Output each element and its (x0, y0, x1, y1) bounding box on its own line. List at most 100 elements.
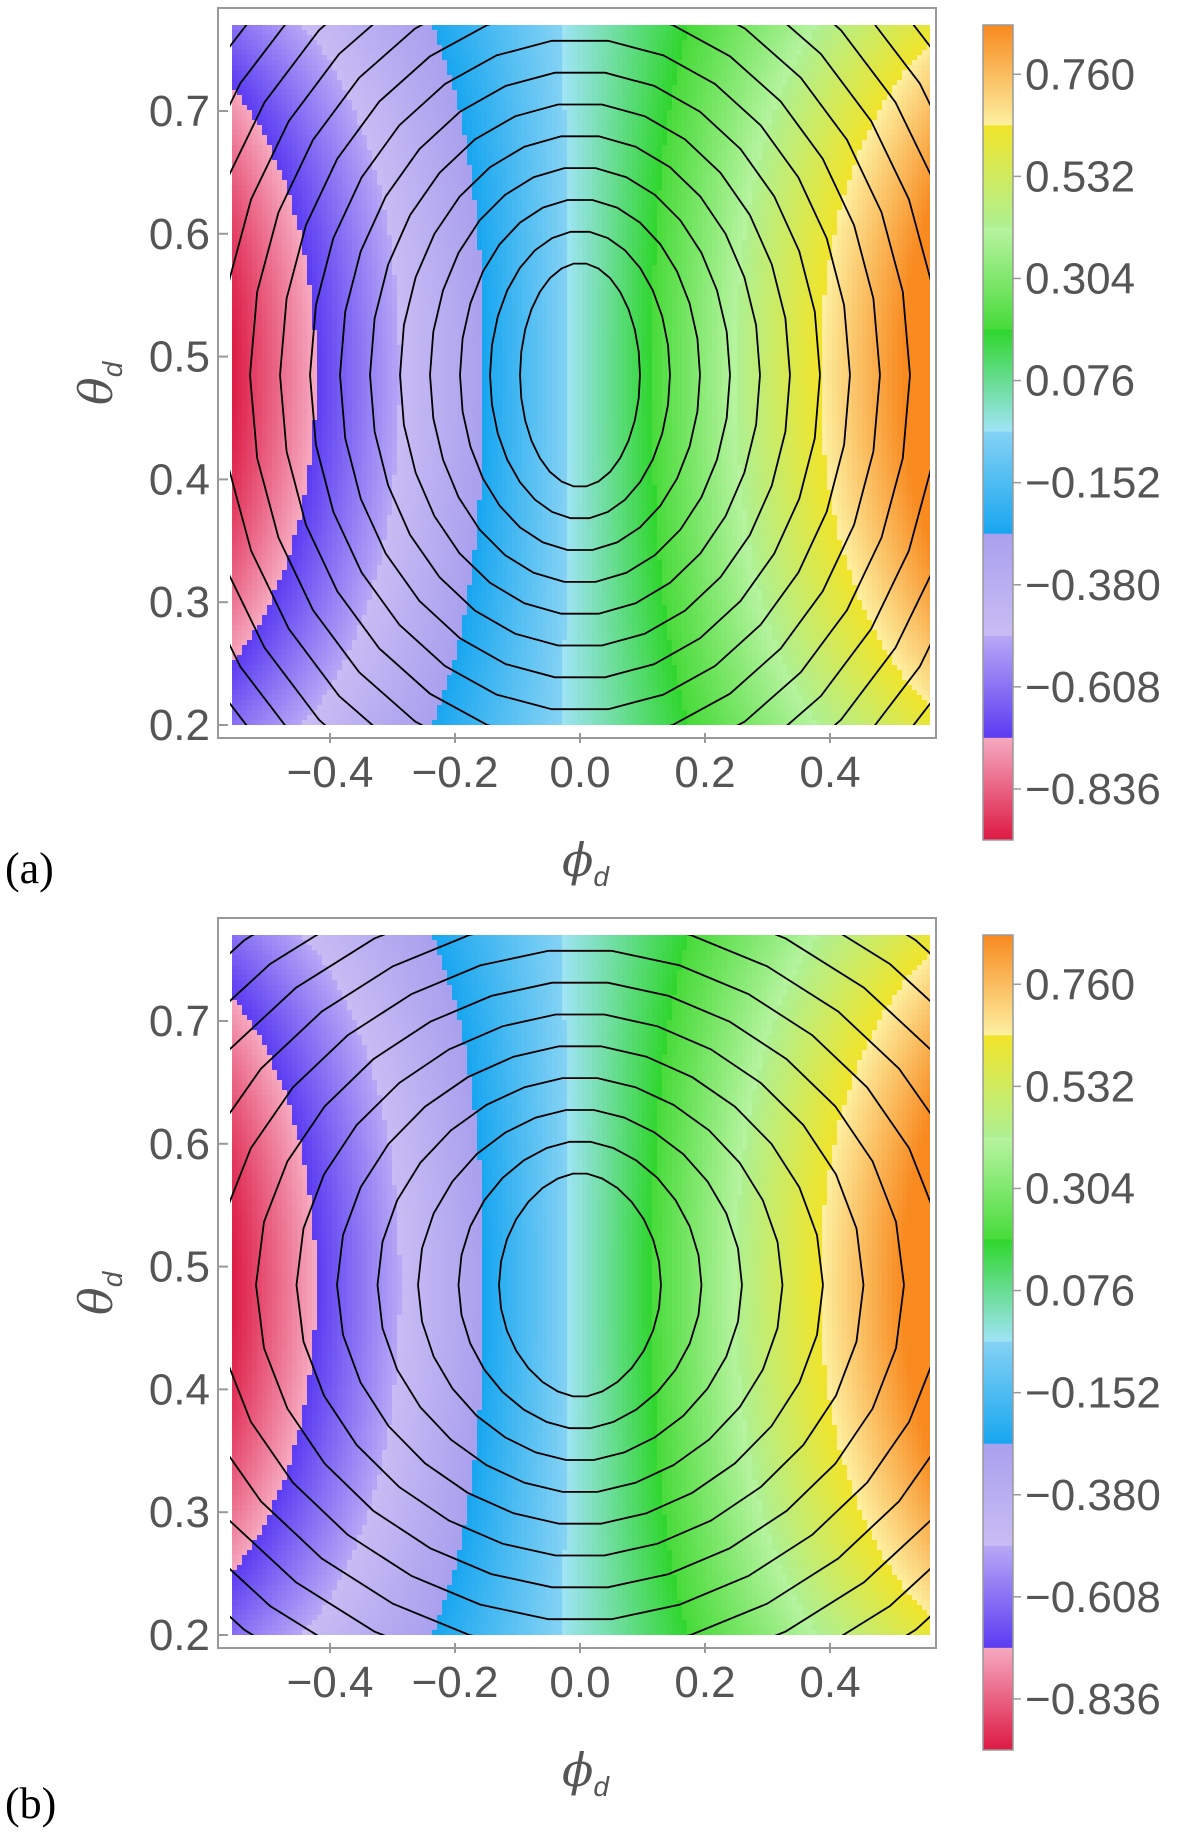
heatmap-cell (292, 600, 298, 606)
heatmap-cell (342, 35, 348, 41)
heatmap-cell (322, 110, 328, 116)
heatmap-cell (327, 425, 333, 431)
heatmap-cell (337, 215, 343, 221)
heatmap-cell (282, 150, 288, 156)
heatmap-cell (357, 625, 363, 631)
heatmap-cell (337, 295, 343, 301)
heatmap-cell (347, 280, 353, 286)
heatmap-cell (257, 515, 263, 521)
heatmap-cell (247, 240, 253, 246)
heatmap-cell (327, 310, 333, 316)
heatmap-cell (402, 385, 408, 391)
heatmap-cell (267, 250, 273, 256)
heatmap-cell (247, 505, 253, 511)
heatmap-cell (292, 705, 298, 711)
heatmap-cell (252, 515, 258, 521)
heatmap-cell (247, 555, 253, 561)
heatmap-cell (272, 565, 278, 571)
heatmap-cell (332, 655, 338, 661)
heatmap-cell (387, 390, 393, 396)
heatmap-cell (282, 515, 288, 521)
heatmap-cell (277, 625, 283, 631)
heatmap-cell (387, 155, 393, 161)
heatmap-cell (232, 280, 238, 286)
heatmap-cell (392, 485, 398, 491)
heatmap-cell (392, 695, 398, 701)
heatmap-cell (297, 630, 303, 636)
heatmap-cell (357, 170, 363, 176)
heatmap-cell (382, 360, 388, 366)
heatmap-cell (392, 435, 398, 441)
heatmap-cell (342, 330, 348, 336)
heatmap-cell (307, 85, 313, 91)
heatmap-cell (247, 280, 253, 286)
heatmap-cell (242, 200, 248, 206)
heatmap-cell (342, 495, 348, 501)
heatmap-cell (397, 685, 403, 691)
heatmap-cell (352, 160, 358, 166)
heatmap-cell (347, 625, 353, 631)
heatmap-cell (327, 390, 333, 396)
heatmap-cell (272, 190, 278, 196)
heatmap-cell (312, 60, 318, 66)
heatmap-cell (287, 700, 293, 706)
heatmap-cell (242, 355, 248, 361)
heatmap-cell (277, 455, 283, 461)
heatmap-cell (327, 720, 333, 725)
heatmap-cell (322, 95, 328, 101)
heatmap-cell (287, 605, 293, 611)
heatmap-cell (392, 630, 398, 636)
heatmap-cell (297, 355, 303, 361)
heatmap-cell (347, 415, 353, 421)
heatmap-cell (282, 280, 288, 286)
heatmap-cell (237, 210, 243, 216)
heatmap-cell (337, 195, 343, 201)
heatmap-cell (297, 680, 303, 686)
heatmap-cell (277, 500, 283, 506)
heatmap-cell (322, 175, 328, 181)
heatmap-cell (292, 595, 298, 601)
heatmap-cell (237, 365, 243, 371)
heatmap-cell (327, 195, 333, 201)
heatmap-cell (402, 680, 408, 686)
heatmap-cell (277, 250, 283, 256)
heatmap-cell (387, 65, 393, 71)
heatmap-cell (307, 630, 313, 636)
heatmap-cell (387, 670, 393, 676)
heatmap-cell (262, 65, 268, 71)
heatmap-cell (402, 165, 408, 171)
heatmap-cell (337, 300, 343, 306)
heatmap-cell (287, 205, 293, 211)
heatmap-cell (392, 70, 398, 76)
heatmap-cell (252, 510, 258, 516)
heatmap-cell (322, 660, 328, 666)
heatmap-cell (272, 450, 278, 456)
heatmap-cell (262, 320, 268, 326)
heatmap-cell (332, 665, 338, 671)
heatmap-cell (257, 320, 263, 326)
heatmap-cell (407, 250, 413, 256)
heatmap-cell (407, 220, 413, 226)
heatmap-cell (277, 325, 283, 331)
heatmap-cell (252, 705, 258, 711)
heatmap-cell (342, 140, 348, 146)
heatmap-cell (242, 315, 248, 321)
heatmap-cell (402, 360, 408, 366)
heatmap-cell (267, 695, 273, 701)
heatmap-cell (252, 45, 258, 51)
heatmap-cell (252, 590, 258, 596)
heatmap-cell (327, 485, 333, 491)
heatmap-cell (277, 275, 283, 281)
heatmap-cell (257, 380, 263, 386)
heatmap-cell (322, 335, 328, 341)
heatmap-cell (322, 405, 328, 411)
heatmap-cell (267, 630, 273, 636)
heatmap-cell (257, 605, 263, 611)
heatmap-cell (267, 290, 273, 296)
heatmap-cell (357, 310, 363, 316)
heatmap-cell (317, 370, 323, 376)
heatmap-cell (347, 505, 353, 511)
heatmap-cell (357, 225, 363, 231)
heatmap-cell (272, 345, 278, 351)
heatmap-cell (307, 135, 313, 141)
